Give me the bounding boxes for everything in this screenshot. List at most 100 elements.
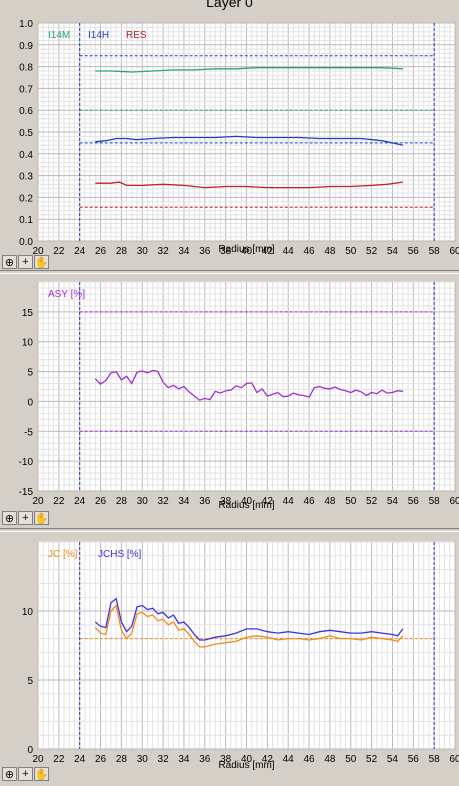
x-tick-label: 28 [116, 496, 128, 507]
zoom-icon[interactable]: ⊕ [2, 767, 17, 781]
x-tick-label: 60 [449, 246, 459, 256]
x-tick-label: 32 [158, 496, 170, 507]
x-tick-label: 48 [324, 496, 336, 507]
y-tick-label: -15 [19, 487, 34, 498]
hand-icon[interactable]: ✋ [34, 511, 49, 525]
x-tick-label: 36 [199, 754, 211, 765]
x-tick-label: 48 [324, 754, 336, 765]
x-tick-label: 24 [74, 246, 86, 256]
x-tick-label: 56 [408, 754, 420, 765]
x-tick-label: 44 [283, 246, 295, 256]
hand-icon[interactable]: ✋ [34, 767, 49, 781]
x-tick-label: 26 [95, 496, 107, 507]
x-tick-label: 42 [262, 496, 274, 507]
x-tick-label: 52 [366, 496, 378, 507]
x-tick-label: 38 [220, 246, 232, 256]
x-tick-label: 58 [429, 496, 441, 507]
legend-entry: JCHS [%] [98, 549, 142, 560]
x-tick-label: 50 [345, 496, 357, 507]
x-tick-label: 22 [53, 246, 65, 256]
x-tick-label: 20 [32, 496, 44, 507]
series-line [94, 597, 404, 641]
x-tick-label: 58 [429, 246, 441, 256]
x-tick-label: 22 [53, 754, 65, 765]
x-tick-label: 40 [241, 246, 253, 256]
legend-entry: ASY [%] [48, 289, 85, 300]
x-tick-label: 24 [74, 496, 86, 507]
series-line [95, 67, 403, 73]
legend-entry: RES [126, 30, 147, 41]
page-title: Layer 0 [206, 0, 253, 10]
legend-entry: JC [%] [48, 549, 78, 560]
series-line [95, 181, 403, 189]
x-tick-label: 32 [158, 754, 170, 765]
x-tick-label: 44 [283, 754, 295, 765]
chart-jitter[interactable]: JC [%] JCHS [%] 20 22 24 26 28 30 32 34 36 38 40 42 44… [0, 532, 459, 772]
x-tick-label: 50 [345, 754, 357, 765]
chart-intensity[interactable]: I14M I14H RES 20 22 24 26 28 30 32 34 36 38 40 42 44 46 4… [0, 12, 459, 256]
x-tick-label: 34 [178, 246, 190, 256]
x-axis-label: Radius [mm] [218, 500, 274, 511]
y-tick-label: 0.2 [19, 193, 33, 204]
x-tick-label: 46 [303, 754, 315, 765]
x-axis-label: Radius [mm] [218, 244, 274, 255]
series-line [94, 604, 404, 648]
x-tick-label: 54 [387, 246, 399, 256]
y-tick-label: 0 [27, 397, 33, 408]
y-tick-label: 0.7 [19, 84, 33, 95]
panel-divider [0, 270, 459, 274]
chart-toolbar: ⊕ + ✋ [2, 511, 49, 525]
x-tick-label: 28 [116, 754, 128, 765]
x-tick-label: 46 [303, 246, 315, 256]
zoom-icon[interactable]: ⊕ [2, 511, 17, 525]
crosshair-icon[interactable]: + [18, 767, 33, 781]
x-tick-label: 30 [137, 246, 149, 256]
x-tick-label: 56 [408, 246, 420, 256]
zoom-icon[interactable]: ⊕ [2, 255, 17, 269]
y-tick-label: 5 [27, 368, 33, 379]
x-tick-label: 48 [324, 246, 336, 256]
y-tick-label: 0.0 [19, 237, 33, 248]
series-line [94, 369, 403, 401]
y-tick-label: 0.5 [19, 128, 33, 139]
x-tick-label: 52 [366, 754, 378, 765]
y-tick-label: 1.0 [19, 19, 33, 30]
x-tick-label: 26 [95, 246, 107, 256]
y-tick-label: 0.6 [19, 106, 33, 117]
y-tick-label: -5 [24, 427, 33, 438]
x-axis-label: Radius [mm] [218, 760, 274, 771]
y-tick-label: 10 [22, 607, 34, 618]
x-tick-label: 54 [387, 496, 399, 507]
x-tick-label: 54 [387, 754, 399, 765]
x-tick-label: 60 [449, 496, 459, 507]
x-tick-label: 56 [408, 496, 420, 507]
crosshair-icon[interactable]: + [18, 511, 33, 525]
x-tick-label: 26 [95, 754, 107, 765]
x-tick-label: 20 [32, 246, 44, 256]
x-tick-label: 20 [32, 754, 44, 765]
chart-asymmetry[interactable]: ASY [%]20 22 24 26 28 30 32 34 36 38 40 42 44 46 48 50 5… [0, 274, 459, 512]
hand-icon[interactable]: ✋ [34, 255, 49, 269]
x-tick-label: 60 [449, 754, 459, 765]
x-tick-label: 22 [53, 496, 65, 507]
x-tick-label: 50 [345, 246, 357, 256]
x-tick-label: 44 [283, 496, 295, 507]
x-tick-label: 46 [303, 496, 315, 507]
y-tick-label: 15 [22, 308, 34, 319]
x-tick-label: 42 [262, 754, 274, 765]
x-tick-label: 34 [178, 496, 190, 507]
y-tick-label: 0.1 [19, 215, 33, 226]
y-tick-label: 0.9 [19, 41, 33, 52]
x-tick-label: 32 [158, 246, 170, 256]
x-tick-label: 30 [137, 754, 149, 765]
chart-panel-intensity: I14M I14H RES 20 22 24 26 28 30 32 34 36 38 40 42 44 46 4… [0, 12, 459, 270]
x-tick-label: 38 [220, 754, 232, 765]
x-tick-label: 42 [262, 246, 274, 256]
legend-entry: I14H [88, 30, 109, 41]
x-tick-label: 58 [429, 754, 441, 765]
x-tick-label: 28 [116, 246, 128, 256]
chart-panel-jitter: JC [%] JCHS [%] 20 22 24 26 28 30 32 34 36 38 40 42 44… [0, 532, 459, 786]
y-tick-label: -10 [19, 457, 34, 468]
x-tick-label: 38 [220, 496, 232, 507]
crosshair-icon[interactable]: + [18, 255, 33, 269]
